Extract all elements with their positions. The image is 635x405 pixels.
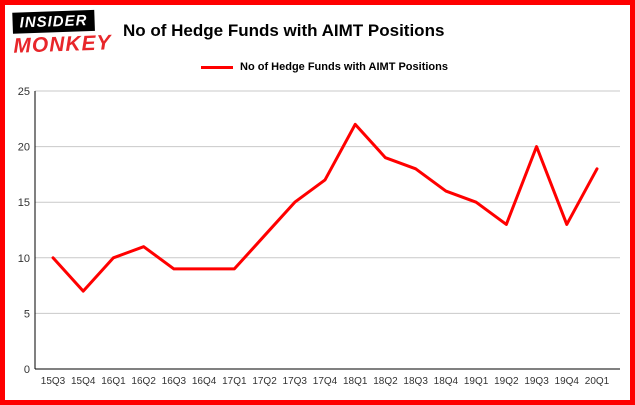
x-tick-label: 16Q4	[192, 376, 217, 387]
x-tick-label: 18Q3	[403, 376, 428, 387]
x-tick-label: 19Q2	[494, 376, 519, 387]
x-tick-label: 18Q2	[373, 376, 398, 387]
x-tick-label: 19Q3	[524, 376, 549, 387]
logo-insider-text: INSIDER	[12, 9, 95, 34]
chart-legend: No of Hedge Funds with AIMT Positions	[201, 61, 448, 73]
y-tick-label: 5	[24, 308, 30, 320]
x-tick-label: 17Q3	[283, 376, 308, 387]
x-tick-label: 16Q2	[131, 376, 156, 387]
x-tick-label: 16Q3	[162, 376, 187, 387]
x-tick-label: 18Q1	[343, 376, 368, 387]
insider-monkey-logo: INSIDER MONKEY	[12, 9, 112, 58]
y-tick-label: 10	[18, 253, 30, 265]
x-tick-label: 17Q2	[252, 376, 277, 387]
y-tick-label: 15	[18, 197, 30, 209]
data-line	[51, 122, 599, 293]
x-tick-label: 20Q1	[585, 376, 610, 387]
chart-title: No of Hedge Funds with AIMT Positions	[123, 21, 445, 40]
x-tick-label: 18Q4	[434, 376, 459, 387]
legend-line-swatch	[201, 65, 233, 69]
y-tick-label: 20	[18, 142, 30, 154]
y-tick-label: 25	[18, 86, 30, 98]
x-tick-label: 15Q4	[71, 376, 96, 387]
x-tick-label: 17Q4	[313, 376, 338, 387]
y-tick-label: 0	[24, 364, 30, 376]
hedge-funds-line-chart: 0 5 10 15 20 25 15Q3 15Q4 16Q1 16Q2 16Q3 16Q4 17Q1 17…	[18, 86, 620, 387]
x-tick-label: 17Q1	[222, 376, 247, 387]
x-tick-label: 19Q1	[464, 376, 489, 387]
x-tick-label: 15Q3	[41, 376, 66, 387]
x-tick-label: 19Q4	[555, 376, 580, 387]
x-tick-label: 16Q1	[101, 376, 126, 387]
legend-label: No of Hedge Funds with AIMT Positions	[240, 61, 448, 73]
logo-monkey-text: MONKEY	[13, 31, 112, 58]
